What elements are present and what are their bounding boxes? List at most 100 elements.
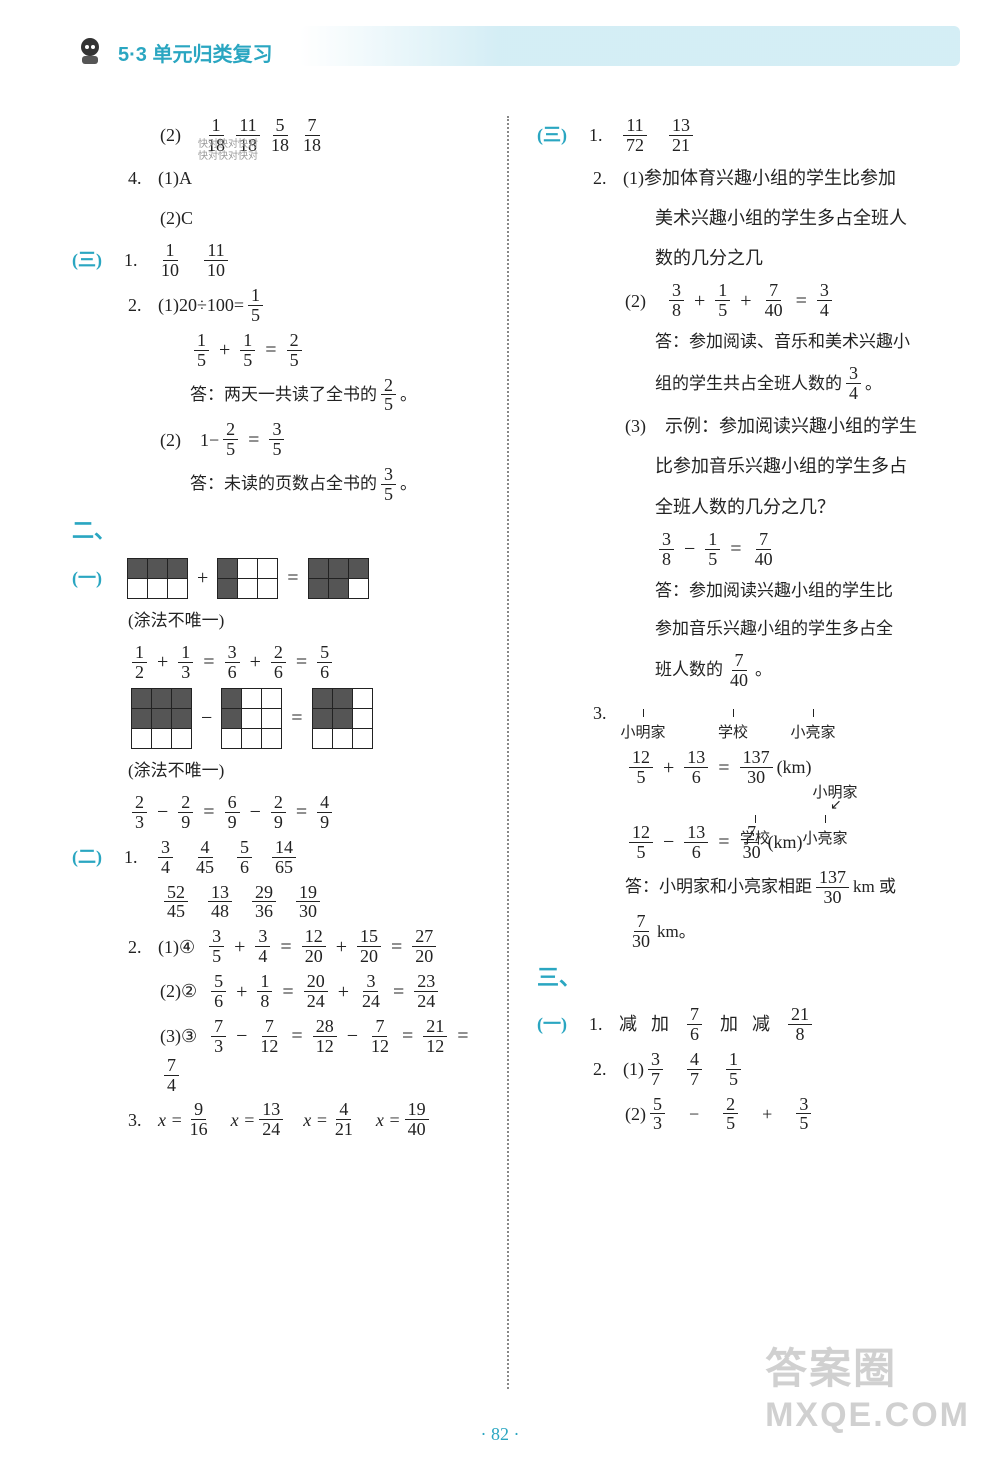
watermark-en: MXQE.COM [765, 1396, 970, 1434]
left-column: (2) 118 1118 518 718 快对快对快对 快对快对快对 4. (1… [72, 110, 507, 1395]
op-plus: + [762, 1097, 772, 1131]
r-3-nl1: 3. 小明家 学校 小亮家 [537, 696, 952, 730]
section-label: (二) [72, 840, 124, 874]
frac: 18 [257, 972, 272, 1011]
answer-text: 。 [400, 379, 417, 411]
frac: 29 [178, 793, 193, 832]
sub-prefix: (1) [623, 161, 644, 195]
frac: 38 [669, 281, 684, 320]
l-row-4: 4. (1)A [72, 161, 487, 195]
question-text: 全班人数的几分之几？ [655, 490, 835, 524]
op-minus: − [250, 793, 261, 831]
section-label: (一) [537, 1007, 589, 1041]
r-2a-l1: 2. (1) 参加体育兴趣小组的学生比参加 [537, 161, 952, 195]
frac: 34 [255, 927, 270, 966]
frac: 136 [684, 748, 708, 787]
r-sec3-1: (三) 1. 1172 1321 [537, 116, 952, 155]
frac: 29 [271, 793, 286, 832]
item-number: 2. [128, 930, 158, 964]
sub-prefix: (2) [625, 284, 665, 318]
l-eq2: 23 − 29 = 69 − 29 = 49 [72, 793, 487, 832]
l-r1-prefix: (2) [160, 118, 200, 152]
r-2c-l1: (3) 示例： 参加阅读兴趣小组的学生 [537, 409, 952, 443]
l-r8: 答：未读的页数占全书的 35 。 [72, 465, 487, 504]
op-plus: + [157, 643, 168, 681]
answer-text: 减 [619, 1007, 637, 1041]
frac: 35 [796, 1095, 811, 1134]
op-minus: − [663, 823, 674, 861]
answer-text: 减 [752, 1007, 770, 1041]
op-plus: + [197, 559, 208, 597]
big-section-label: 三、 [537, 957, 581, 999]
op-minus: − [201, 699, 212, 737]
answer-text: 答：参加阅读、音乐和美术兴趣小 [655, 326, 910, 358]
r-2a-l3: 数的几分之几 [537, 241, 952, 275]
frac: 15 [715, 281, 730, 320]
answer-text: 加 [720, 1007, 738, 1041]
answer-text: 。 [400, 468, 417, 500]
r-2b-eq: (2) 38 + 15 + 740 = 34 [537, 281, 952, 320]
section-label: (三) [72, 243, 124, 277]
item-number: 4. [128, 161, 158, 195]
op-eq: = [280, 928, 291, 966]
l-sec3-row1: (三) 1. 110 1110 [72, 241, 487, 280]
op-eq: = [296, 793, 307, 831]
frac: 730 [629, 912, 653, 951]
frac: 25 [381, 376, 396, 415]
sub-prefix: (3) [625, 409, 665, 443]
frac: 74 [164, 1056, 179, 1095]
frac: 518 [268, 116, 292, 155]
question-text: 美术兴趣小组的学生多占全班人 [655, 201, 907, 235]
r-3-ans2: 730 km。 [537, 912, 952, 951]
op-eq: = [287, 559, 298, 597]
frac: 38 [659, 530, 674, 569]
page-number: · 82 · [481, 1424, 520, 1444]
frac: 218 [788, 1005, 812, 1044]
op-minus: − [157, 793, 168, 831]
l-s2-3: 3. x = 916 x = 1324 x = 421 x = 1940 [72, 1100, 487, 1139]
expr-text: x = [231, 1103, 256, 1137]
op-plus: + [219, 331, 230, 369]
question-text: 数的几分之几 [655, 241, 763, 275]
l-r7: (2) 1− 25 = 35 [72, 420, 487, 459]
frac: 1348 [208, 883, 232, 922]
frac: 56 [211, 972, 226, 1011]
item-number: 3. [593, 696, 623, 730]
frac: 5245 [164, 883, 188, 922]
r-2c-l2: 比参加音乐兴趣小组的学生多占 [537, 449, 952, 483]
item-number: 1. [589, 1007, 619, 1041]
l-sec1-grids-plus: (一) + = [72, 558, 487, 599]
answer-text: 加 [651, 1007, 669, 1041]
item-number: 2. [128, 288, 158, 322]
answer-text: (2)C [160, 201, 193, 235]
frac: 56 [317, 643, 332, 682]
op-eq: = [282, 973, 293, 1011]
answer-text: 。 [865, 368, 882, 400]
l-r5: 15 + 15 = 25 [72, 331, 487, 370]
section-label: (一) [72, 561, 124, 595]
right-column: (三) 1. 1172 1321 2. (1) 参加体育兴趣小组的学生比参加 美… [509, 110, 952, 1395]
frac: 13730 [816, 868, 849, 907]
l-grid-note1: (涂法不唯一) [72, 605, 487, 637]
op-eq: = [248, 421, 259, 459]
frac: 740 [727, 651, 751, 690]
answer-text: 答：小明家和小亮家相距 [625, 871, 812, 903]
op-plus: + [236, 973, 247, 1011]
watermark-stamp: 快对快对快对 [198, 140, 258, 150]
note-text: (涂法不唯一) [128, 755, 224, 787]
sub-prefix: (1)④ [158, 930, 195, 964]
op-plus: + [663, 749, 674, 787]
l-sec2-r2: 5245 1348 2936 1930 [72, 883, 487, 922]
expr-text: x = [303, 1103, 328, 1137]
frac: 718 [300, 116, 324, 155]
frac: 740 [752, 530, 776, 569]
l-eq1: 12 + 13 = 36 + 26 = 56 [72, 643, 487, 682]
fraction-grid-icon [308, 558, 369, 599]
example-prefix: 示例： [665, 409, 719, 443]
fraction-grid-icon [221, 688, 282, 749]
item-number: 1. [124, 243, 154, 277]
fraction-grid-icon [131, 688, 192, 749]
frac: 73 [211, 1017, 226, 1056]
op-minus: − [684, 530, 695, 568]
r-3-ans1: 答：小明家和小亮家相距 13730 km 或 [537, 868, 952, 907]
